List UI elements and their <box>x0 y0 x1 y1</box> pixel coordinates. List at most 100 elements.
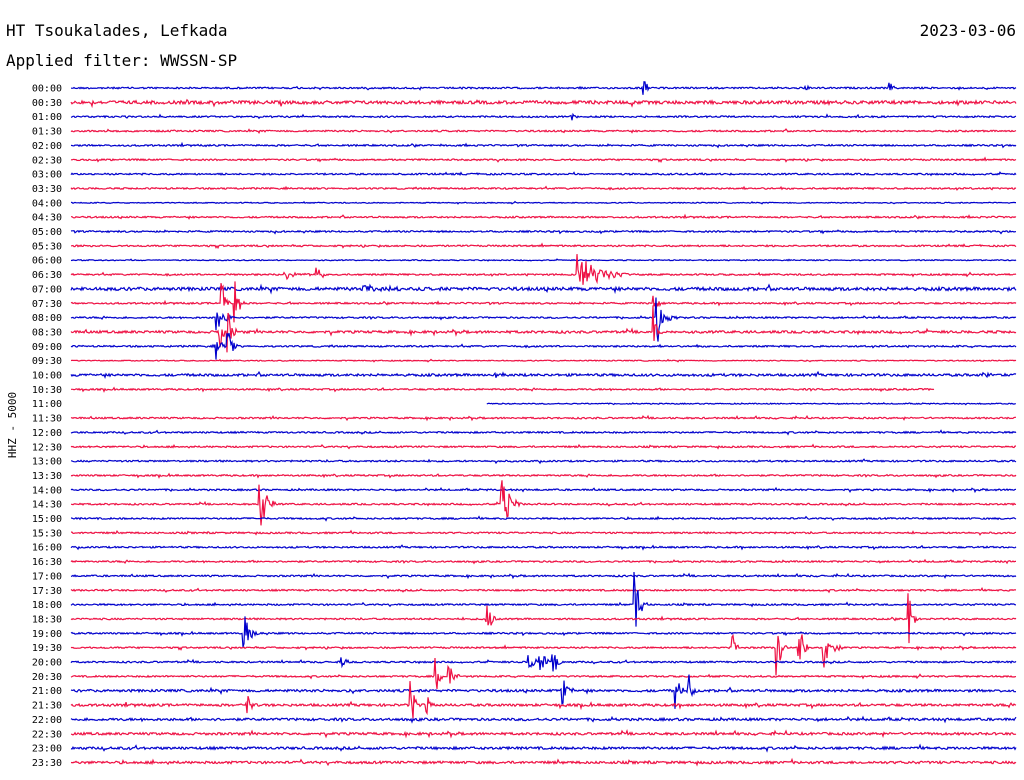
trace-line <box>70 571 1016 627</box>
trace-line <box>70 458 1017 465</box>
trace-line <box>70 558 1016 565</box>
row-time-label: 01:30 <box>32 127 62 138</box>
trace-line <box>70 254 1017 285</box>
date-label: 2023-03-06 <box>920 21 1016 40</box>
trace-line <box>71 480 1017 526</box>
row-time-label: 00:30 <box>32 98 62 109</box>
row-time-label: 13:30 <box>32 471 62 482</box>
trace-line <box>70 681 1017 719</box>
row-time-label: 20:30 <box>32 672 62 683</box>
trace-line <box>70 200 1016 205</box>
row-time-label: 05:00 <box>32 227 62 238</box>
trace-line <box>70 757 1017 767</box>
trace-line <box>70 572 1017 580</box>
trace-line <box>70 156 1017 164</box>
row-time-label: 12:00 <box>32 428 62 439</box>
row-time-label: 20:00 <box>32 658 62 669</box>
trace-line <box>70 128 1017 135</box>
row-time-label: 11:30 <box>32 414 62 425</box>
row-time-label: 11:00 <box>32 399 62 410</box>
trace-line <box>70 370 1017 380</box>
row-time-label: 22:00 <box>32 715 62 726</box>
trace-line <box>70 429 1017 436</box>
row-time-label: 06:30 <box>32 270 62 281</box>
trace-line <box>71 529 1017 536</box>
trace-line <box>70 443 1017 450</box>
trace-line <box>70 587 1017 594</box>
trace-line <box>70 242 1017 250</box>
trace-line <box>71 81 1017 95</box>
row-time-label: 00:00 <box>32 84 62 95</box>
row-time-label: 07:30 <box>32 299 62 310</box>
row-time-label: 19:30 <box>32 643 62 654</box>
trace-line <box>71 386 935 393</box>
trace-line <box>486 401 1016 406</box>
trace-line <box>70 229 1016 235</box>
row-time-label: 15:30 <box>32 528 62 539</box>
trace-line <box>70 515 1017 522</box>
trace-line <box>70 728 1017 739</box>
row-time-label: 21:30 <box>32 701 62 712</box>
trace-line <box>70 281 1017 323</box>
row-time-label: 02:00 <box>32 141 62 152</box>
row-time-label: 17:00 <box>32 571 62 582</box>
row-time-label: 14:00 <box>32 485 62 496</box>
trace-line <box>70 98 1017 109</box>
row-time-label: 16:00 <box>32 543 62 554</box>
row-time-label: 14:30 <box>32 500 62 511</box>
row-time-label: 09:00 <box>32 342 62 353</box>
row-time-label: 15:00 <box>32 514 62 525</box>
row-time-label: 22:30 <box>32 729 62 740</box>
trace-line <box>71 213 1017 220</box>
station-title: HT Tsoukalades, Lefkada <box>6 21 228 40</box>
row-time-label: 01:00 <box>32 112 62 123</box>
trace-line <box>70 141 1017 149</box>
row-time-label: 23:00 <box>32 744 62 755</box>
row-time-label: 18:30 <box>32 614 62 625</box>
trace-rows: 00:00 00:30 01:00 01:30 02:00 02:30 03:00 03:30… <box>32 81 1017 769</box>
trace-line <box>70 715 1017 724</box>
row-time-label: 04:30 <box>32 213 62 224</box>
filter-label: Applied filter: WWSSN-SP <box>6 51 237 70</box>
trace-line <box>70 332 1017 360</box>
trace-line <box>70 112 1017 121</box>
row-time-label: 03:30 <box>32 184 62 195</box>
row-time-label: 09:30 <box>32 356 62 367</box>
row-time-label: 07:00 <box>32 284 62 295</box>
row-time-label: 08:00 <box>32 313 62 324</box>
row-time-label: 17:30 <box>32 586 62 597</box>
trace-line <box>70 674 1017 709</box>
row-time-label: 10:30 <box>32 385 62 396</box>
trace-line <box>70 743 1017 753</box>
trace-line <box>70 616 1017 648</box>
trace-line <box>70 472 1017 479</box>
trace-line <box>70 258 1017 262</box>
row-time-label: 13:00 <box>32 457 62 468</box>
trace-line <box>70 171 1017 177</box>
trace-line <box>70 185 1017 191</box>
trace-line <box>70 358 1017 363</box>
row-time-label: 18:00 <box>32 600 62 611</box>
row-time-label: 16:30 <box>32 557 62 568</box>
row-time-label: 10:00 <box>32 371 62 382</box>
trace-line <box>70 305 1017 353</box>
trace-line <box>70 414 1016 422</box>
row-time-label: 06:00 <box>32 256 62 267</box>
row-time-label: 12:30 <box>32 442 62 453</box>
row-time-label: 19:00 <box>32 629 62 640</box>
row-time-label: 23:30 <box>32 758 62 769</box>
row-time-label: 08:30 <box>32 327 62 338</box>
row-time-label: 03:00 <box>32 170 62 181</box>
trace-line <box>70 283 1017 295</box>
row-time-label: 04:00 <box>32 198 62 209</box>
trace-line <box>70 544 1017 551</box>
trace-line <box>70 657 1017 689</box>
trace-line <box>70 486 1017 494</box>
row-time-label: 02:30 <box>32 155 62 166</box>
row-time-label: 21:00 <box>32 686 62 697</box>
trace-line <box>70 633 1017 676</box>
y-axis-label: HHZ - 5000 <box>6 392 19 458</box>
trace-line <box>70 593 1017 644</box>
trace-line <box>70 654 1017 672</box>
